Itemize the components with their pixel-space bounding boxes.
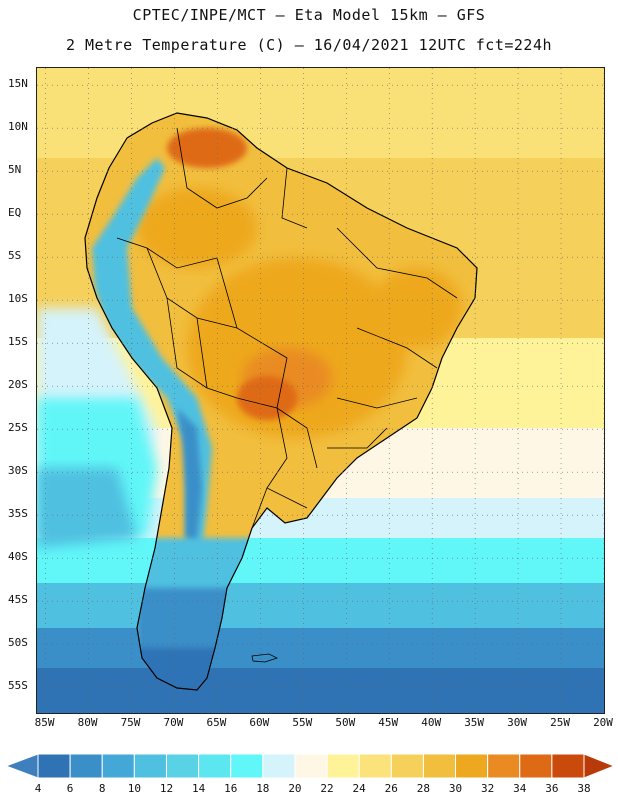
- temperature-map: [36, 67, 605, 714]
- lat-tick-label: 15N: [8, 77, 28, 91]
- lon-tick-label: 70W: [163, 716, 184, 729]
- colorbar-segment: [294, 753, 328, 779]
- lat-tick-label: EQ: [8, 206, 22, 220]
- lon-tick-label: 40W: [421, 716, 442, 729]
- lat-tick-label: 10S: [8, 292, 28, 306]
- lat-tick-label: 30S: [8, 464, 28, 478]
- colorbar-segment: [69, 753, 103, 779]
- lat-tick-label: 5S: [8, 249, 22, 263]
- colorbar-tick-label: 4: [34, 782, 42, 795]
- colorbar-segment: [101, 753, 135, 779]
- colorbar-segment: [551, 753, 585, 779]
- ocean-band-6: [37, 668, 604, 713]
- colorbar-segment: [390, 753, 424, 779]
- lat-tick-label: 5N: [8, 163, 22, 177]
- chart-subtitle: 2 Metre Temperature (C) – 16/04/2021 12U…: [65, 36, 553, 54]
- lon-tick-label: 65W: [206, 716, 227, 729]
- lon-tick-label: 80W: [77, 716, 98, 729]
- colorbar-segment: [455, 753, 489, 779]
- colorbar-tick-label: 20: [288, 782, 302, 795]
- colorbar-segment: [198, 753, 232, 779]
- colorbar-segment: [358, 753, 392, 779]
- chart-title: CPTEC/INPE/MCT – Eta Model 15km – GFS: [132, 6, 486, 24]
- colorbar-tick-label: 34: [513, 782, 527, 795]
- lon-tick-label: 45W: [378, 716, 399, 729]
- lon-tick-label: 35W: [464, 716, 485, 729]
- ocean-band-8: [37, 628, 604, 668]
- colorbar-tick-label: 36: [545, 782, 559, 795]
- colorbar-tick-label: 12: [159, 782, 174, 795]
- colorbar-tick-label: 26: [384, 782, 398, 795]
- lat-tick-label: 40S: [8, 550, 28, 564]
- colorbar-segment: [165, 753, 200, 779]
- lat-tick-label: 45S: [8, 593, 28, 607]
- colorbar-segment: [133, 753, 167, 779]
- country-borders: [116, 127, 458, 529]
- colorbar-high-arrow: [583, 753, 616, 779]
- colorbar-tick-label: 38: [577, 782, 591, 795]
- lon-tick-label: 85W: [34, 716, 55, 729]
- lon-tick-label: 30W: [507, 716, 528, 729]
- colorbar: [4, 753, 616, 779]
- ocean-band-12: [37, 583, 604, 628]
- colorbar-segment: [262, 753, 296, 779]
- colorbar-tick-label: 24: [352, 782, 366, 795]
- colorbar-tick-label: 28: [416, 782, 431, 795]
- lat-tick-label: 20S: [8, 378, 28, 392]
- falkland-islands: [251, 653, 279, 663]
- colorbar-segment: [487, 753, 521, 779]
- colorbar-segment: [422, 753, 457, 779]
- lon-tick-label: 25W: [550, 716, 570, 729]
- lon-tick-label: 55W: [292, 716, 313, 729]
- colorbar-tick-label: 22: [320, 782, 334, 795]
- lat-tick-label: 50S: [8, 636, 28, 650]
- colorbar-segment: [519, 753, 553, 779]
- lat-tick-label: 15S: [8, 335, 28, 349]
- lon-tick-label: 60W: [249, 716, 270, 729]
- colorbar-tick-label: 10: [127, 782, 141, 795]
- colorbar-tick-label: 30: [448, 782, 463, 795]
- lat-tick-label: 55S: [8, 679, 28, 693]
- colorbar-tick-label: 14: [191, 782, 206, 795]
- lat-tick-label: 10N: [8, 120, 28, 134]
- colorbar-segment: [230, 753, 264, 779]
- colorbar-segment: [326, 753, 360, 779]
- lon-tick-label: 75W: [120, 716, 141, 729]
- ocean-north-band: [37, 68, 604, 158]
- lat-tick-label: 25S: [8, 421, 28, 435]
- colorbar-segment: [37, 753, 71, 779]
- lon-tick-label: 50W: [335, 716, 356, 729]
- pacific-colder-zone: [37, 468, 137, 548]
- colorbar-tick-label: 8: [98, 782, 106, 795]
- colorbar-tick-label: 16: [224, 782, 238, 795]
- colorbar-tick-label: 32: [481, 782, 495, 795]
- lon-tick-label: 20W: [593, 716, 613, 729]
- lat-tick-label: 35S: [8, 507, 28, 521]
- colorbar-low-arrow: [4, 753, 39, 779]
- colorbar-tick-label: 6: [66, 782, 74, 795]
- colorbar-tick-label: 18: [256, 782, 270, 795]
- ocean-band-18: [37, 538, 604, 583]
- map-canvas: [37, 68, 604, 713]
